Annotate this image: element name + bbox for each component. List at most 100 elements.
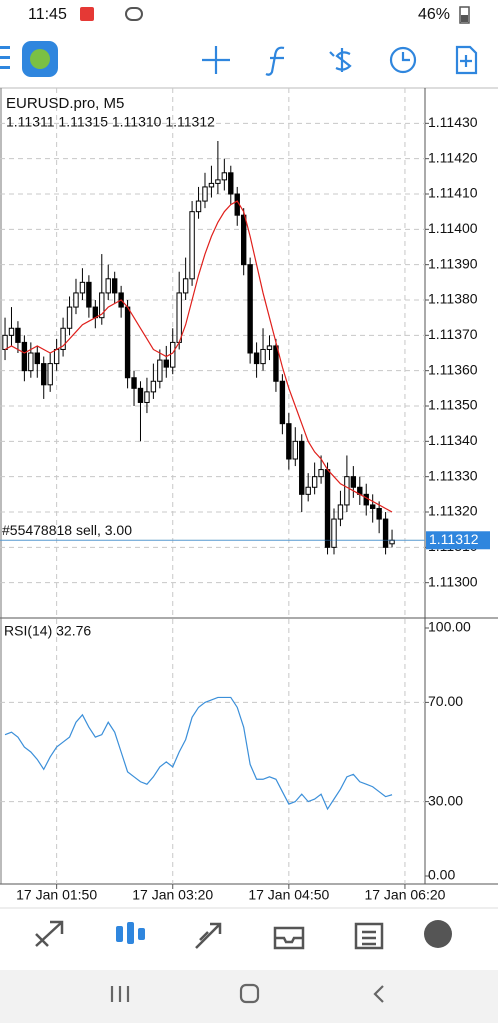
y-tick-label: 1.11300 [428,573,478,589]
candle-body [163,359,169,368]
candle-body [240,214,247,266]
y-tick-label: 0.00 [428,867,455,883]
candle-body [176,292,182,343]
back-button[interactable] [373,985,384,1003]
home-button[interactable] [239,983,260,1004]
candle-body [144,391,150,403]
candle-body [305,486,311,495]
candle-body [150,380,157,393]
trade-tab[interactable] [195,922,222,949]
candle-body [389,539,395,545]
candle-body [299,440,305,495]
timeframe-hands [401,52,410,62]
timeframe-icon[interactable] [389,46,417,74]
candle-body [279,380,286,425]
candle-body [79,281,86,294]
x-tick-label: 17 Jan 01:50 [16,887,97,903]
last-quote: 1.11311 1.11315 1.11310 1.11312 [6,114,215,130]
candle-body [202,186,208,202]
candle-body [324,469,331,548]
candle-body [15,327,21,343]
y-tick-label: 1.11420 [428,149,478,165]
candle-body [273,345,279,382]
app-logo-mark [30,49,50,69]
quotes-tab[interactable] [35,920,64,947]
candle-body [286,423,292,460]
candle-body [28,352,34,372]
candle-body [131,377,137,389]
y-tick-label: 1.11340 [428,432,478,448]
bid-label: 1.11312 [429,531,479,547]
menu-icon [0,56,10,59]
y-tick-label: 30.00 [428,792,463,808]
candle-body [182,278,189,294]
battery-fill [461,15,468,22]
candle-body [189,211,195,280]
candle-body [73,292,79,308]
candle-body [137,387,144,403]
candle-body [99,292,105,319]
y-tick-label: 1.11390 [428,255,478,271]
menu-icon [0,66,10,69]
candle-body [53,348,60,365]
clock: 11:45 [28,6,67,23]
candle-body [382,518,389,548]
candle-body [260,348,266,365]
menu-icon[interactable] [0,46,10,49]
candle-body [41,363,47,386]
candle-body [124,306,131,379]
bottom-tabs [0,908,498,970]
bid-box [426,531,490,550]
marks [0,141,425,811]
candle-body [266,345,273,350]
candle-body [318,469,324,478]
candle-body [215,179,221,184]
candle-body [47,363,53,386]
trade-icon[interactable] [329,48,352,72]
candle-body [337,504,344,520]
indicators-icon[interactable] [265,46,285,76]
recents-button[interactable] [110,986,130,1002]
candle-body [331,518,337,548]
candle-body [157,359,163,382]
rsi-line [4,696,393,811]
candle-body [195,200,202,213]
y-tick-label: 1.11350 [428,397,478,413]
y-tick-label: 100.00 [428,619,471,635]
candle-body [247,264,253,354]
crosshair-icon[interactable] [202,46,230,74]
chat-tab[interactable] [424,920,452,948]
candle-body [34,352,40,365]
candle-body [253,352,260,365]
candle-body [344,476,350,506]
grid [0,88,429,889]
candle-body [376,507,382,520]
candle-body [221,172,228,181]
candle-body [208,182,215,188]
y-tick-label: 1.11380 [428,291,478,307]
news-tab[interactable] [354,922,384,950]
y-tick-label: 1.11370 [428,326,478,342]
battery-icon [459,6,470,24]
candle-body [369,504,376,509]
y-tick-label: 1.11330 [428,467,478,483]
moving-average [4,200,393,513]
chart-tab[interactable] [116,922,145,944]
candle-body [311,476,318,488]
candle-body [8,327,15,336]
candle-body [21,341,28,372]
symbol: EURUSD.pro, M5 [6,95,124,112]
x-tick-label: 17 Jan 04:50 [248,887,329,903]
new-order-icon[interactable] [455,45,478,75]
system-nav-bar [0,970,498,1023]
candle-body [60,327,66,350]
candle-body [2,334,8,350]
notification-icon [125,7,143,21]
notification-icon [80,7,94,21]
history-tab[interactable] [273,926,305,950]
candle-body [363,493,369,506]
battery-level: 46% [418,6,450,23]
candle-body [350,476,357,488]
